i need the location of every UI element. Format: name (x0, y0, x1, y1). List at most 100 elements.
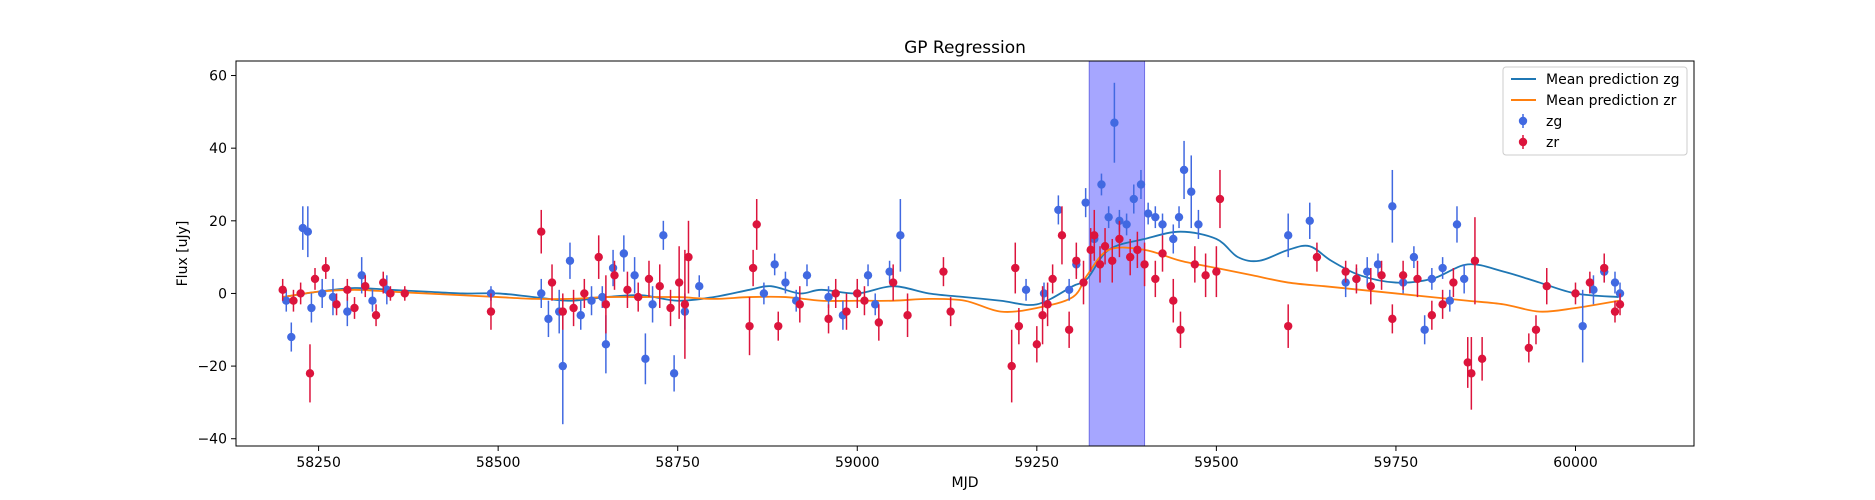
data-point-zr (1585, 278, 1595, 287)
legend-label: Mean prediction zg (1546, 72, 1680, 88)
data-point-zg (885, 267, 894, 276)
data-point-zg (1169, 234, 1178, 244)
data-point-zr (774, 321, 783, 331)
data-point-zg (1284, 231, 1293, 240)
data-point-zr (842, 307, 851, 316)
data-point-zr (1158, 249, 1167, 258)
data-point-zg (1409, 252, 1419, 262)
data-point-zr (1100, 242, 1110, 251)
y-tick-label: 0 (218, 286, 227, 302)
data-point-zr (321, 263, 330, 273)
data-point-zr (666, 303, 675, 313)
legend-label: zr (1546, 135, 1559, 151)
data-point-zr (1427, 311, 1437, 320)
data-point-zr (1463, 358, 1472, 367)
data-point-zg (641, 354, 650, 364)
data-point-zg (1110, 118, 1119, 127)
data-point-zr (1086, 245, 1095, 255)
data-point-zg (558, 361, 567, 371)
data-point-zr (644, 274, 654, 284)
data-point-zr (824, 314, 833, 324)
data-point-zr (1571, 289, 1580, 298)
data-point-zg (1174, 212, 1184, 222)
data-point-zg (619, 249, 629, 258)
data-point-zr (748, 263, 758, 273)
data-point-zr (853, 289, 862, 298)
data-point-zr (1108, 256, 1117, 265)
errorbar-points (278, 82, 1625, 425)
data-point-zg (1179, 165, 1189, 175)
data-point-zr (1090, 231, 1099, 240)
data-point-zr (580, 289, 589, 298)
data-point-zr (361, 281, 370, 291)
series-line-zr (282, 246, 1619, 313)
data-point-zr (1542, 281, 1551, 291)
mean-prediction-lines (282, 230, 1619, 313)
legend-entry: zr (1518, 135, 1559, 151)
data-point-zg (282, 296, 291, 305)
x-tick-label: 59750 (1374, 455, 1419, 471)
x-tick-label: 59500 (1194, 455, 1239, 471)
data-point-zr (610, 271, 619, 280)
plot-area-frame (235, 60, 1695, 447)
legend-entry: zg (1518, 114, 1562, 130)
data-point-zr (903, 311, 912, 320)
data-point-zg (695, 281, 704, 291)
data-point-zr (874, 318, 884, 327)
data-point-zg (1104, 212, 1113, 222)
data-point-zr (350, 303, 359, 313)
x-axis-ticks: 58250 58500 58750 59000 59250 59500 59750 60000 (296, 446, 1598, 471)
data-point-zr (1038, 311, 1047, 320)
y-tick-label: 20 (209, 214, 227, 230)
x-tick-label: 59250 (1015, 455, 1060, 471)
data-point-zr (400, 289, 409, 298)
data-point-zr (1095, 260, 1105, 269)
data-point-zg (328, 292, 338, 302)
data-point-zr (332, 300, 341, 309)
data-point-zr (1352, 274, 1361, 284)
y-tick-label: 40 (209, 141, 227, 157)
data-point-zg (1097, 180, 1106, 189)
legend-label: zg (1546, 114, 1562, 130)
legend-marker-swatch (1518, 137, 1528, 147)
data-point-zr (289, 296, 298, 305)
data-point-zg (669, 369, 679, 378)
data-point-zg (630, 271, 639, 280)
data-point-zr (594, 252, 603, 262)
data-point-zg (1459, 274, 1469, 284)
legend-marker-swatch (1518, 116, 1528, 126)
data-point-zr (486, 307, 496, 316)
data-point-zg (598, 292, 607, 302)
data-point-zr (1007, 361, 1016, 371)
data-point-zr (831, 289, 840, 298)
data-point-zr (537, 227, 546, 236)
x-tick-label: 58500 (476, 455, 521, 471)
data-point-zr (1438, 300, 1447, 309)
data-point-zg (1021, 285, 1031, 295)
data-point-zr (1449, 278, 1458, 287)
data-point-zg (896, 231, 905, 240)
data-point-zg (1122, 220, 1131, 229)
series-zr (278, 169, 1625, 410)
data-point-zr (1133, 245, 1142, 255)
x-tick-label: 60000 (1553, 455, 1598, 471)
data-point-zg (1187, 187, 1196, 196)
data-point-zg (1578, 321, 1587, 331)
data-point-zg (1420, 325, 1429, 334)
data-point-zr (1413, 274, 1422, 284)
data-point-zg (576, 311, 585, 320)
x-axis-label: MJD (952, 475, 979, 491)
data-point-zr (674, 278, 684, 287)
data-point-zg (1136, 180, 1146, 189)
legend-entry: Mean prediction zr (1511, 93, 1677, 109)
legend: Mean prediction zg Mean prediction zr zg zr (1502, 66, 1688, 156)
data-point-zr (1048, 274, 1057, 284)
data-point-zg (1388, 202, 1397, 211)
data-point-zg (1151, 212, 1160, 222)
data-point-zr (386, 289, 395, 298)
data-point-zr (379, 278, 388, 287)
data-point-zr (1615, 300, 1625, 309)
data-point-zg (824, 292, 833, 302)
data-point-zr (310, 274, 320, 284)
data-point-zr (634, 292, 643, 302)
